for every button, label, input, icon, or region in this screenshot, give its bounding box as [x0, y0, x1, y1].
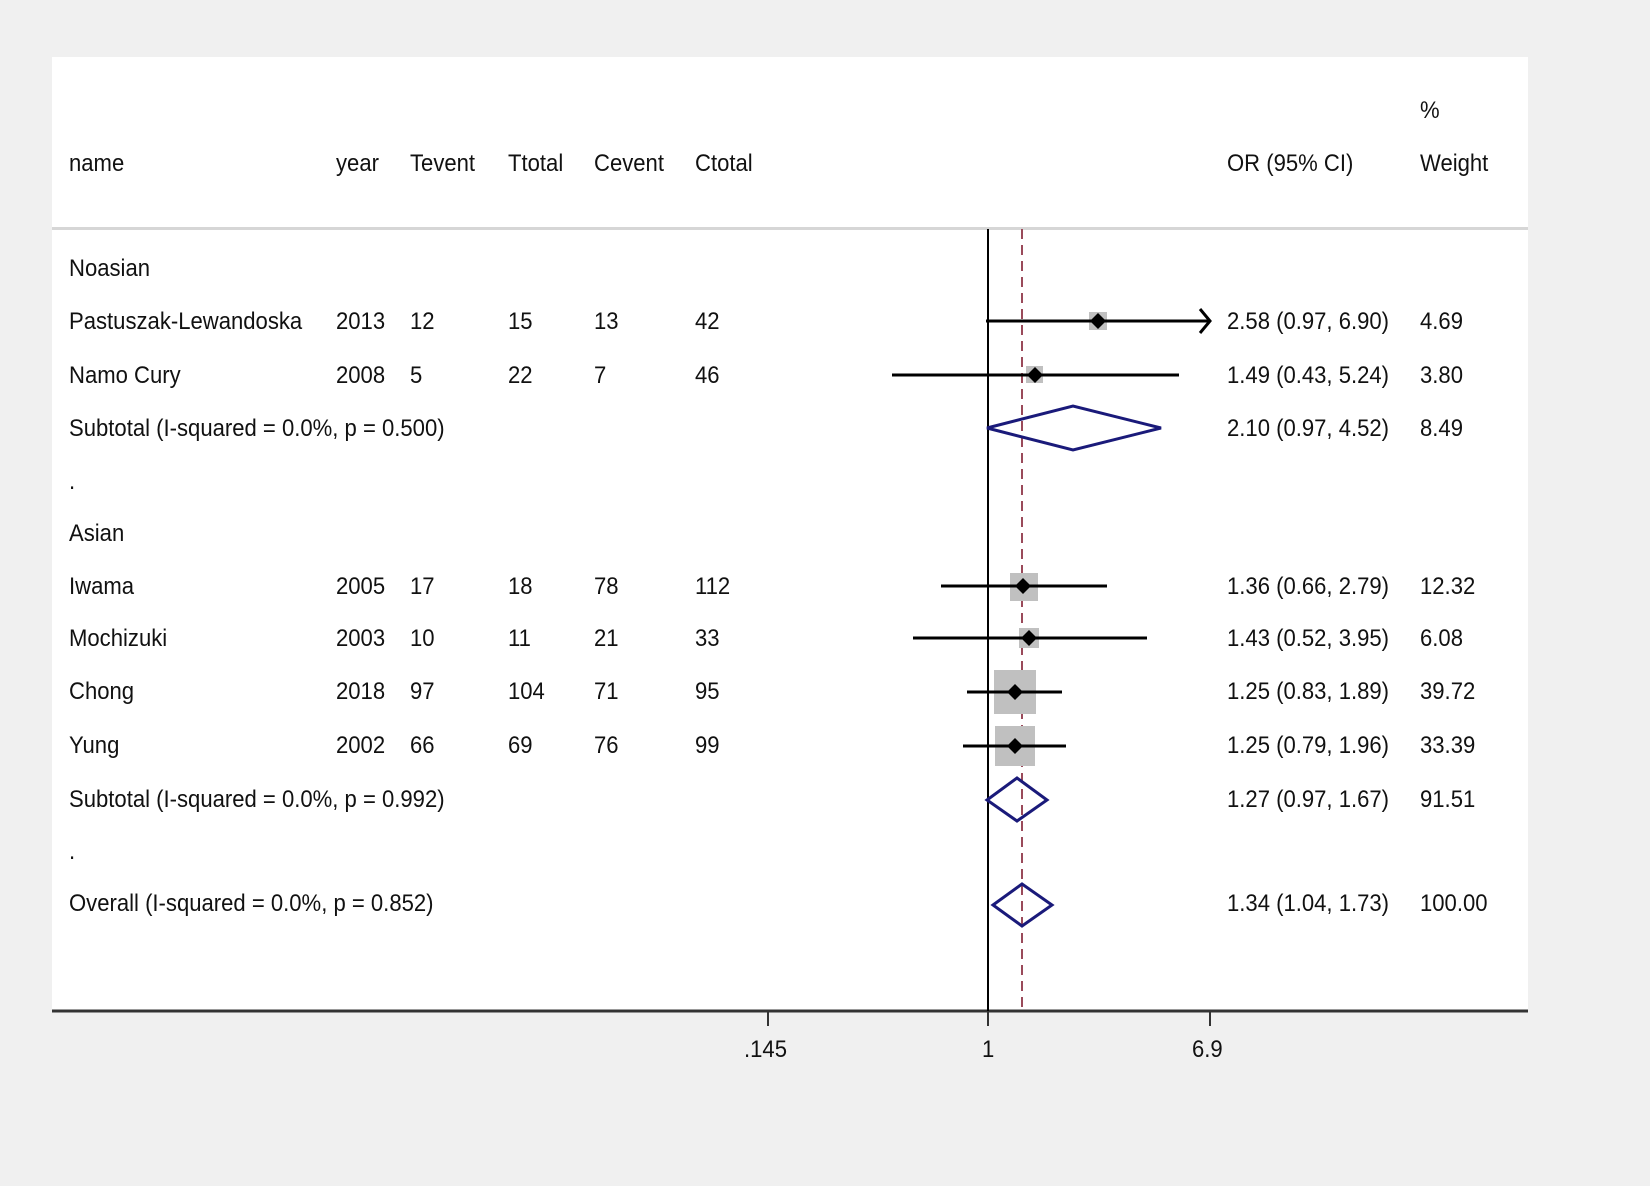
overall-or-ci: 1.34 (1.04, 1.73)	[1227, 890, 1390, 917]
study-year: 2005	[336, 573, 386, 600]
study-tevent: 5	[410, 362, 423, 389]
plot-panel	[52, 57, 1528, 1010]
study-cevent: 21	[594, 625, 619, 652]
col-header-ttotal: Ttotal	[508, 150, 564, 177]
study-ctotal: 99	[695, 732, 720, 759]
col-header-year: year	[336, 150, 379, 177]
study-or-ci: 1.25 (0.83, 1.89)	[1227, 678, 1390, 705]
axis-tick-label: .145	[744, 1036, 787, 1063]
overall-weight: 100.00	[1420, 890, 1488, 917]
study-cevent: 76	[594, 732, 619, 759]
study-weight: 33.39	[1420, 732, 1476, 759]
col-header-tevent: Tevent	[410, 150, 476, 177]
study-weight: 3.80	[1420, 362, 1463, 389]
study-ctotal: 112	[695, 573, 731, 600]
study-ctotal: 46	[695, 362, 720, 389]
study-ctotal: 33	[695, 625, 720, 652]
study-or-ci: 1.43 (0.52, 3.95)	[1227, 625, 1390, 652]
study-cevent: 78	[594, 573, 619, 600]
study-ttotal: 104	[508, 678, 545, 705]
study-name: Mochizuki	[69, 625, 168, 652]
study-ttotal: 15	[508, 308, 533, 335]
subtotal-weight: 91.51	[1420, 786, 1476, 813]
study-ttotal: 18	[508, 573, 533, 600]
subtotal-label: Subtotal (I-squared = 0.0%, p = 0.500)	[69, 415, 445, 442]
col-header-cevent: Cevent	[594, 150, 664, 177]
subtotal-label: Subtotal (I-squared = 0.0%, p = 0.992)	[69, 786, 445, 813]
point-estimate	[1090, 313, 1106, 329]
study-tevent: 10	[410, 625, 435, 652]
study-name: Namo Cury	[69, 362, 181, 389]
col-header-or: OR (95% CI)	[1227, 150, 1354, 177]
study-weight: 39.72	[1420, 678, 1476, 705]
col-header-weight: Weight	[1420, 150, 1489, 177]
col-header-ctotal: Ctotal	[695, 150, 753, 177]
study-year: 2013	[336, 308, 386, 335]
subtotal-diamond	[984, 776, 1050, 823]
study-name: Pastuszak-Lewandoska	[69, 308, 303, 335]
study-tevent: 97	[410, 678, 435, 705]
point-estimate	[1021, 630, 1037, 646]
point-estimate	[1027, 367, 1043, 383]
header-separator	[52, 227, 1528, 230]
point-estimate	[1015, 578, 1031, 594]
study-cevent: 7	[594, 362, 607, 389]
subtotal-or-ci: 2.10 (0.97, 4.52)	[1227, 415, 1390, 442]
study-cevent: 71	[594, 678, 619, 705]
study-cevent: 13	[594, 308, 619, 335]
study-tevent: 17	[410, 573, 435, 600]
study-tevent: 12	[410, 308, 435, 335]
subtotal-weight: 8.49	[1420, 415, 1463, 442]
study-name: Iwama	[69, 573, 135, 600]
study-or-ci: 1.36 (0.66, 2.79)	[1227, 573, 1390, 600]
study-year: 2008	[336, 362, 386, 389]
study-year: 2003	[336, 625, 386, 652]
study-weight: 4.69	[1420, 308, 1463, 335]
study-ttotal: 69	[508, 732, 533, 759]
study-or-ci: 1.25 (0.79, 1.96)	[1227, 732, 1390, 759]
study-ttotal: 22	[508, 362, 533, 389]
study-year: 2002	[336, 732, 386, 759]
study-ctotal: 95	[695, 678, 720, 705]
point-estimate	[1007, 738, 1023, 754]
overall-label: Overall (I-squared = 0.0%, p = 0.852)	[69, 890, 434, 917]
subtotal-diamond	[986, 404, 1162, 452]
study-year: 2018	[336, 678, 386, 705]
study-name: Yung	[69, 732, 120, 759]
spacer-dot: .	[69, 468, 76, 495]
ci-arrow-icon	[1198, 308, 1212, 334]
group-label-noasian: Noasian	[69, 255, 151, 282]
overall-diamond	[990, 882, 1055, 928]
study-name: Chong	[69, 678, 135, 705]
spacer-dot: .	[69, 838, 76, 865]
col-header-name: name	[69, 150, 125, 177]
study-weight: 6.08	[1420, 625, 1463, 652]
study-tevent: 66	[410, 732, 435, 759]
axis-tick-label: 1	[982, 1036, 995, 1063]
col-header-weight-pct: %	[1420, 97, 1440, 124]
study-ttotal: 11	[508, 625, 531, 652]
study-weight: 12.32	[1420, 573, 1476, 600]
subtotal-or-ci: 1.27 (0.97, 1.67)	[1227, 786, 1390, 813]
study-or-ci: 2.58 (0.97, 6.90)	[1227, 308, 1390, 335]
study-ctotal: 42	[695, 308, 720, 335]
study-or-ci: 1.49 (0.43, 5.24)	[1227, 362, 1390, 389]
group-label-asian: Asian	[69, 520, 125, 547]
point-estimate	[1007, 684, 1023, 700]
axis-tick-label: 6.9	[1192, 1036, 1223, 1063]
